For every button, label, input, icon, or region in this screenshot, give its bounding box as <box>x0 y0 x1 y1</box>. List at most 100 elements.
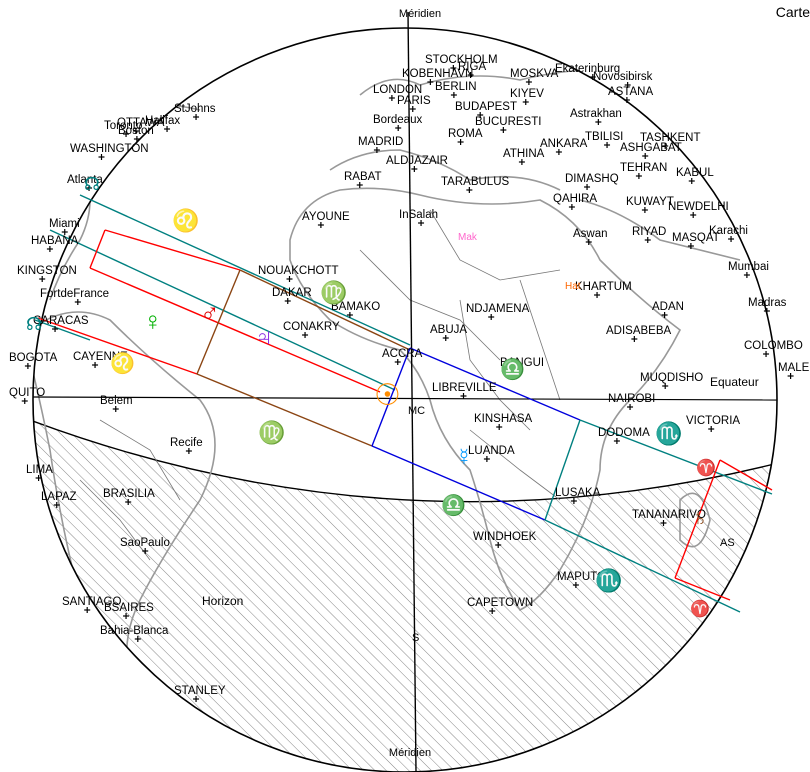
city-marker: Novosibirsk <box>593 71 653 88</box>
city-label: CONAKRY <box>283 321 340 333</box>
city-marker: ACCRA <box>382 348 423 365</box>
city-label: CARACAS <box>33 315 89 327</box>
city-label: WINDHOEK <box>473 531 537 543</box>
city-label: Bordeaux <box>373 114 422 126</box>
city-marker: InSalah <box>399 209 438 226</box>
city-label: OTTAWA <box>117 117 165 129</box>
city-marker: NOUAKCHOTT <box>258 265 339 282</box>
city-label: StJohns <box>174 103 216 115</box>
city-marker: ASHGABAT <box>620 142 682 159</box>
city-marker: KHARTUM <box>575 281 632 298</box>
city-marker: ALDJAZAIR <box>386 155 448 172</box>
city-label: ABUJA <box>430 324 467 336</box>
city-label: NDJAMENA <box>466 303 530 315</box>
city-label: KHARTUM <box>575 281 632 293</box>
city-label: Astrakhan <box>570 108 622 120</box>
city-label: KABUL <box>676 167 714 179</box>
city-label: CAPETOWN <box>467 597 533 609</box>
city-marker: BUCURESTI <box>475 116 541 133</box>
city-marker: KABUL <box>676 167 714 184</box>
libra-sign-lower-icon: ♎ <box>441 493 466 517</box>
leo-sign-icon: ♌ <box>172 208 199 233</box>
city-marker: ADISABEBA <box>606 325 672 342</box>
city-marker: ADAN <box>652 301 684 318</box>
city-marker: MADRID <box>358 136 403 153</box>
city-label: KOBENHAVN <box>402 68 473 80</box>
city-marker: SANTIAGO <box>62 596 121 613</box>
city-marker: Atlanta <box>67 174 103 191</box>
city-marker: Madras <box>748 297 787 314</box>
city-marker: ROMA <box>448 128 483 145</box>
city-label: CAYENNE <box>73 351 128 363</box>
city-marker: RIYAD <box>632 226 666 243</box>
city-marker: FortdeFrance <box>40 288 109 305</box>
city-marker: MOSKVA <box>510 68 559 85</box>
city-label: InSalah <box>399 209 438 221</box>
city-marker: DIMASHQ <box>565 173 619 190</box>
city-label: STANLEY <box>174 685 226 697</box>
city-label: ANKARA <box>540 138 588 150</box>
city-marker: NAIROBI <box>608 393 655 410</box>
city-label: WASHINGTON <box>70 143 149 155</box>
city-label: ASHGABAT <box>620 142 682 154</box>
city-label: KINGSTON <box>17 265 77 277</box>
meridian-bottom-label: Méridien <box>389 747 431 759</box>
city-label: Halifax <box>145 115 180 127</box>
city-marker: Aswan <box>573 228 608 245</box>
city-label: TBILISI <box>585 131 623 143</box>
city-marker: KOBENHAVN <box>402 68 473 85</box>
horizon-label: Horizon <box>202 594 243 608</box>
city-label: QAHIRA <box>553 193 597 205</box>
city-label: LAPAZ <box>41 491 77 503</box>
city-marker: NDJAMENA <box>466 303 530 320</box>
city-marker: QAHIRA <box>553 193 597 210</box>
city-label: ASTANA <box>608 86 653 98</box>
city-marker: KIYEV <box>510 88 544 105</box>
city-marker: TBILISI <box>585 131 623 148</box>
city-marker: SaoPaulo <box>120 537 170 554</box>
city-label: ATHINA <box>503 148 545 160</box>
city-label: SANTIAGO <box>62 596 121 608</box>
south-label: S <box>412 632 419 644</box>
city-marker: Bahia-Blanca <box>100 625 169 642</box>
city-marker: RIGA <box>458 61 486 78</box>
map-title: Carte <box>775 4 810 20</box>
city-label: TASHKENT <box>640 132 701 144</box>
city-marker: BANGUI <box>500 357 544 374</box>
city-label: Atlanta <box>67 174 103 186</box>
city-label: LUSAKA <box>555 487 601 499</box>
city-marker: WASHINGTON <box>70 143 149 160</box>
city-label: LIMA <box>26 464 53 476</box>
city-marker: CONAKRY <box>283 321 340 338</box>
city-marker: LONDON <box>373 84 422 101</box>
city-label: SaoPaulo <box>120 537 170 549</box>
city-marker: Astrakhan <box>570 108 622 125</box>
city-label: BERLIN <box>435 81 477 93</box>
city-label: Miami <box>49 218 80 230</box>
meridian-top-label: Méridien <box>399 8 441 20</box>
city-marker: ASTANA <box>608 86 653 103</box>
city-label: ALDJAZAIR <box>386 155 448 167</box>
city-marker: BAMAKO <box>331 301 380 318</box>
city-marker: Recife <box>170 437 203 454</box>
city-marker: LIBREVILLE <box>432 382 497 399</box>
city-marker: TARABULUS <box>441 176 509 193</box>
mercury-icon: ☿ <box>455 444 473 471</box>
city-marker: MAPUTO <box>557 571 606 588</box>
leo-sign-lower-icon: ♌ <box>110 351 135 375</box>
city-label: Madras <box>748 297 787 309</box>
city-marker: KINSHASA <box>474 413 532 430</box>
city-label: STOCKHOLM <box>425 54 498 66</box>
city-marker: BRASILIA <box>103 488 155 505</box>
city-label: MOSKVA <box>510 68 559 80</box>
below-horizon-area <box>33 420 777 772</box>
city-marker: HABANA <box>31 235 79 252</box>
city-marker: Ekaterinburg <box>555 63 620 80</box>
city-label: LIBREVILLE <box>432 382 497 394</box>
city-label: LUANDA <box>468 445 515 457</box>
mars-icon: ♂ <box>200 298 220 328</box>
city-label: Mumbai <box>728 261 769 273</box>
city-label: MAPUTO <box>557 571 606 583</box>
